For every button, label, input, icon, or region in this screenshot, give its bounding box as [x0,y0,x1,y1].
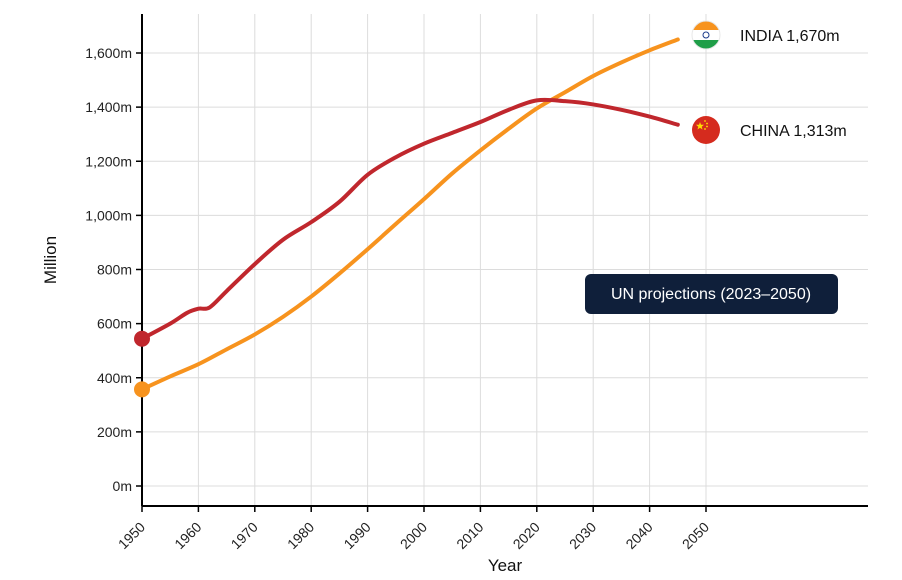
india-end-label: INDIA 1,670m [740,28,840,45]
y-tick-label: 800m [97,262,132,278]
india-flag-icon [691,20,721,50]
x-tick-label: 1950 [115,519,148,552]
x-tick-label: 2000 [397,519,430,552]
grid [141,14,868,506]
x-tick-label: 1990 [340,519,373,552]
y-axis-title: Million [41,236,60,284]
y-tick-label: 1,200m [85,153,132,169]
x-tick-label: 2030 [566,519,599,552]
x-axis-title: Year [488,556,523,575]
china-end-label: CHINA 1,313m [740,123,847,140]
x-tick-label: 2020 [510,519,543,552]
x-tick-label: 2040 [622,519,655,552]
y-tick-labels: 0m 200m 400m 600m 800m 1,000m 1,200m 1,400m 1,60… [85,45,142,494]
y-tick-label: 1,600m [85,45,132,61]
projection-note-text: UN projections (2023–2050) [611,286,811,303]
series [140,37,680,392]
axes [141,14,868,507]
y-tick-label: 200m [97,424,132,440]
x-tick-label: 2050 [679,519,712,552]
x-tick-label: 1980 [284,519,317,552]
x-tick-labels: 1950 1960 1970 1980 1990 2000 2010 2020 2030 2040… [115,506,712,552]
projection-note-box [585,274,838,314]
y-tick-label: 400m [97,370,132,386]
y-tick-label: 1,400m [85,99,132,115]
x-tick-label: 2010 [453,519,486,552]
projection-note: UN projections (2023–2050) [585,274,838,314]
y-tick-label: 0m [113,478,132,494]
china-start-marker [134,330,150,347]
china-line [140,97,680,341]
start-markers [134,330,150,398]
y-tick-label: 1,000m [85,207,132,223]
x-tick-label: 1970 [228,519,261,552]
y-tick-label: 600m [97,316,132,332]
india-line [140,37,680,392]
china-flag-icon [692,116,720,144]
x-tick-label: 1960 [171,519,204,552]
india-start-marker [134,381,150,398]
